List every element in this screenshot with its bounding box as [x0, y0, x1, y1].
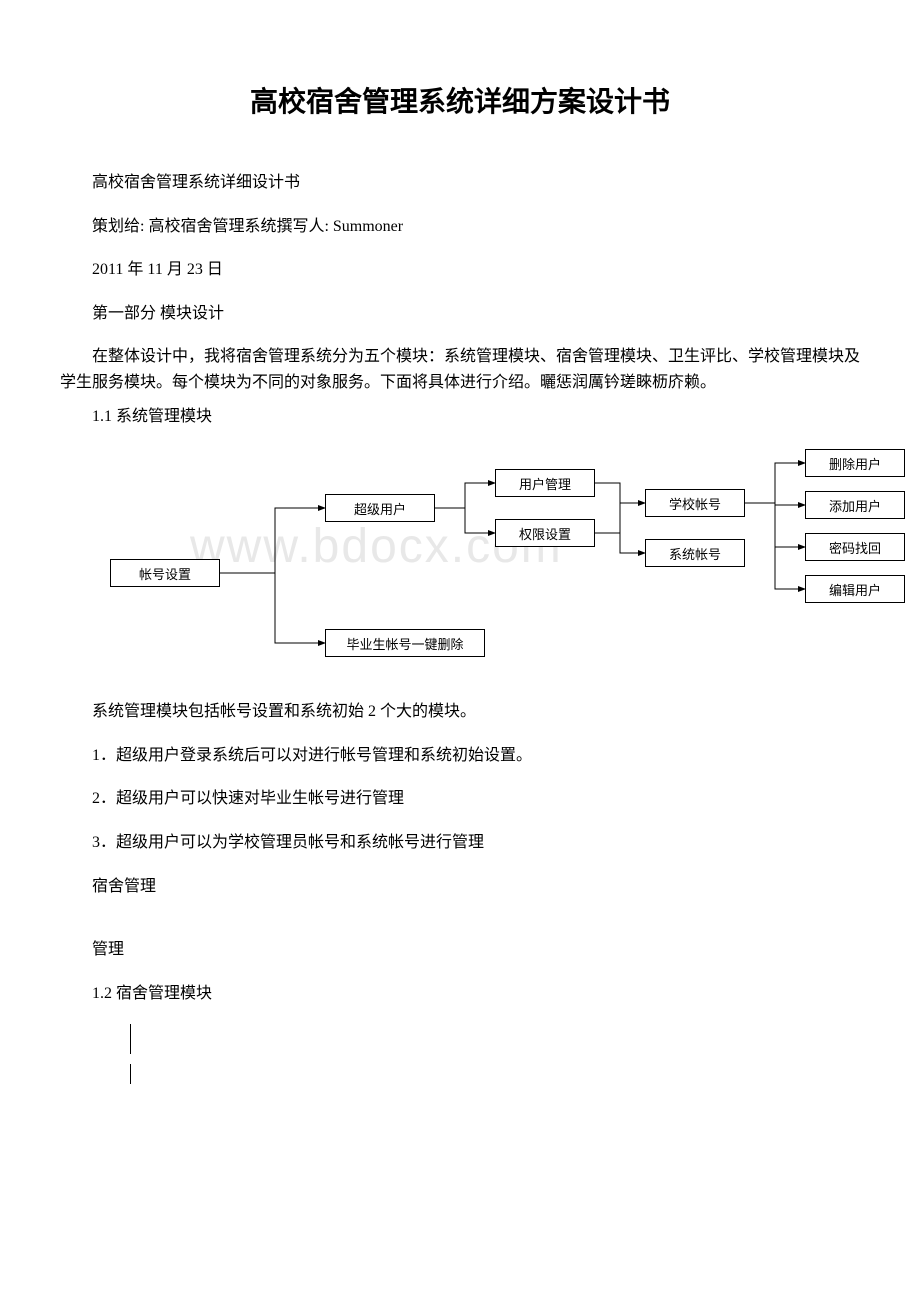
- section-1-2: 1.2 宿舍管理模块: [60, 981, 860, 1007]
- module-summary: 系统管理模块包括帐号设置和系统初始 2 个大的模块。: [60, 699, 860, 725]
- node-edit_user: 编辑用户: [805, 575, 905, 603]
- doc-date: 2011 年 11 月 23 日: [60, 257, 860, 283]
- mgmt-label: 管理: [60, 937, 860, 963]
- node-pwd_find: 密码找回: [805, 533, 905, 561]
- part-heading: 第一部分 模块设计: [60, 301, 860, 327]
- doc-subtitle: 高校宿舍管理系统详细设计书: [60, 170, 860, 196]
- doc-author-line: 策划给: 高校宿舍管理系统撰写人: Summoner: [60, 214, 860, 240]
- node-grad_delete: 毕业生帐号一键删除: [325, 629, 485, 657]
- vertical-bar-2: [130, 1064, 860, 1084]
- intro-paragraph: 在整体设计中，我将宿舍管理系统分为五个模块：系统管理模块、宿舍管理模块、卫生评比…: [60, 344, 860, 395]
- list-item-3: 3．超级用户可以为学校管理员帐号和系统帐号进行管理: [60, 830, 860, 856]
- node-school_acct: 学校帐号: [645, 489, 745, 517]
- dorm-mgmt-label: 宿舍管理: [60, 874, 860, 900]
- system-module-flowchart: www.bdocx.com 帐号设置超级用户毕业生帐号一键删除用户管理权限设置学…: [110, 449, 910, 669]
- node-user_mgmt: 用户管理: [495, 469, 595, 497]
- vertical-bar-1: [130, 1024, 860, 1054]
- list-item-1: 1．超级用户登录系统后可以对进行帐号管理和系统初始设置。: [60, 743, 860, 769]
- node-del_user: 删除用户: [805, 449, 905, 477]
- node-account_setting: 帐号设置: [110, 559, 220, 587]
- node-sys_acct: 系统帐号: [645, 539, 745, 567]
- node-add_user: 添加用户: [805, 491, 905, 519]
- node-super_user: 超级用户: [325, 494, 435, 522]
- node-perm_setting: 权限设置: [495, 519, 595, 547]
- page-title: 高校宿舍管理系统详细方案设计书: [60, 80, 860, 120]
- list-item-2: 2．超级用户可以快速对毕业生帐号进行管理: [60, 786, 860, 812]
- section-1-1: 1.1 系统管理模块: [60, 404, 860, 430]
